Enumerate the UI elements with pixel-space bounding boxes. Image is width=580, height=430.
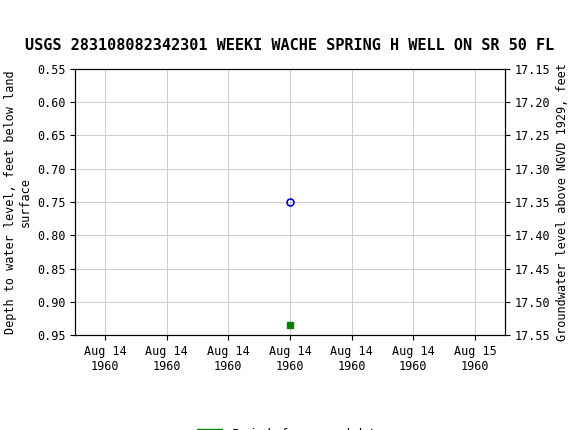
Y-axis label: Groundwater level above NGVD 1929, feet: Groundwater level above NGVD 1929, feet — [556, 63, 568, 341]
Y-axis label: Depth to water level, feet below land
surface: Depth to water level, feet below land su… — [3, 70, 32, 334]
Text: USGS 283108082342301 WEEKI WACHE SPRING H WELL ON SR 50 FL: USGS 283108082342301 WEEKI WACHE SPRING … — [26, 38, 554, 52]
Legend: Period of approved data: Period of approved data — [192, 424, 388, 430]
Text: USGS: USGS — [44, 8, 107, 28]
